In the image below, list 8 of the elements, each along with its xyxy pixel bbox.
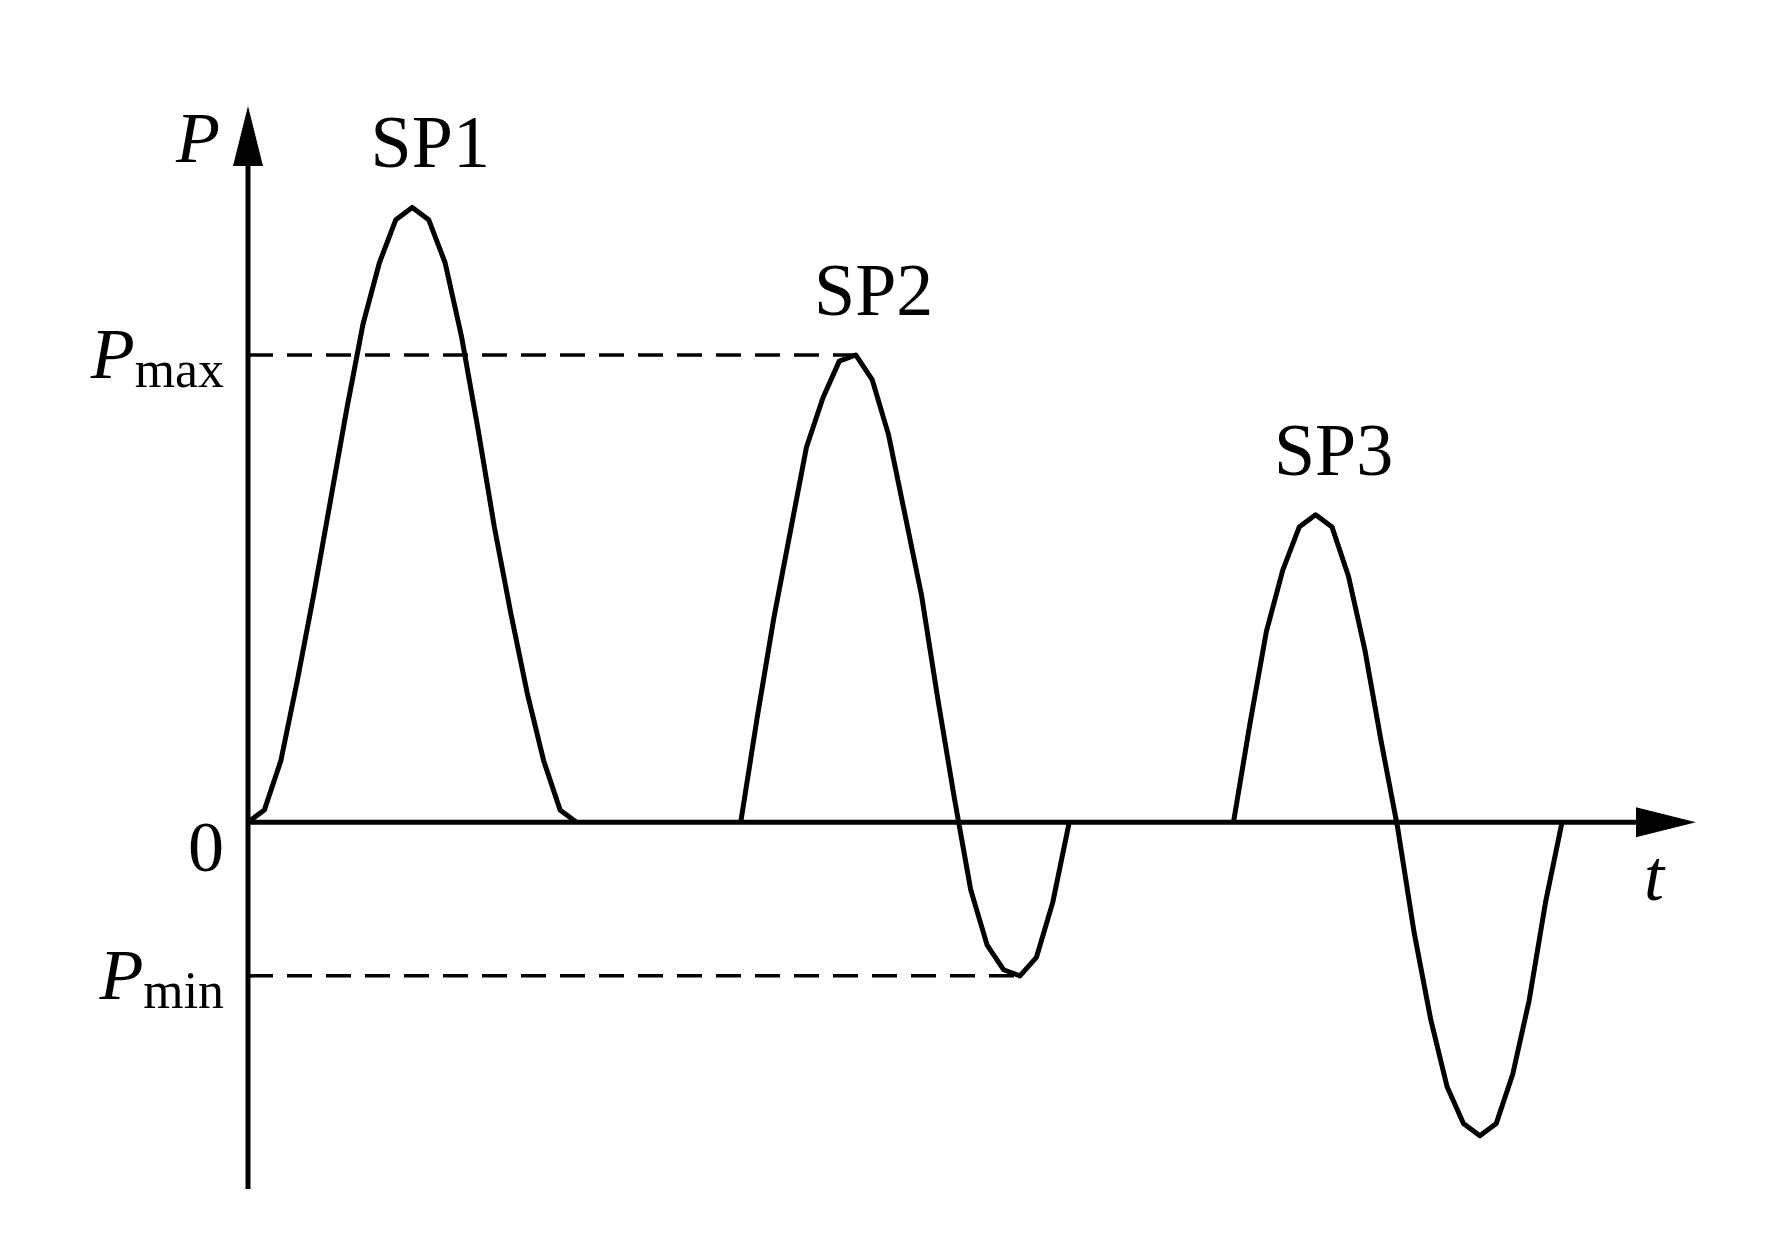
y-axis-title: P (175, 98, 220, 178)
legend-label: SP1 (370, 101, 490, 184)
series-label: SP3 (1273, 408, 1394, 491)
ref-line-label: P$_{min}$ (98, 934, 225, 1019)
text: 0 (188, 807, 224, 888)
series-label: SP2 (814, 248, 934, 331)
x-axis-title: t (1643, 836, 1666, 917)
ref-line-label: P$_{max}$ (89, 314, 225, 398)
